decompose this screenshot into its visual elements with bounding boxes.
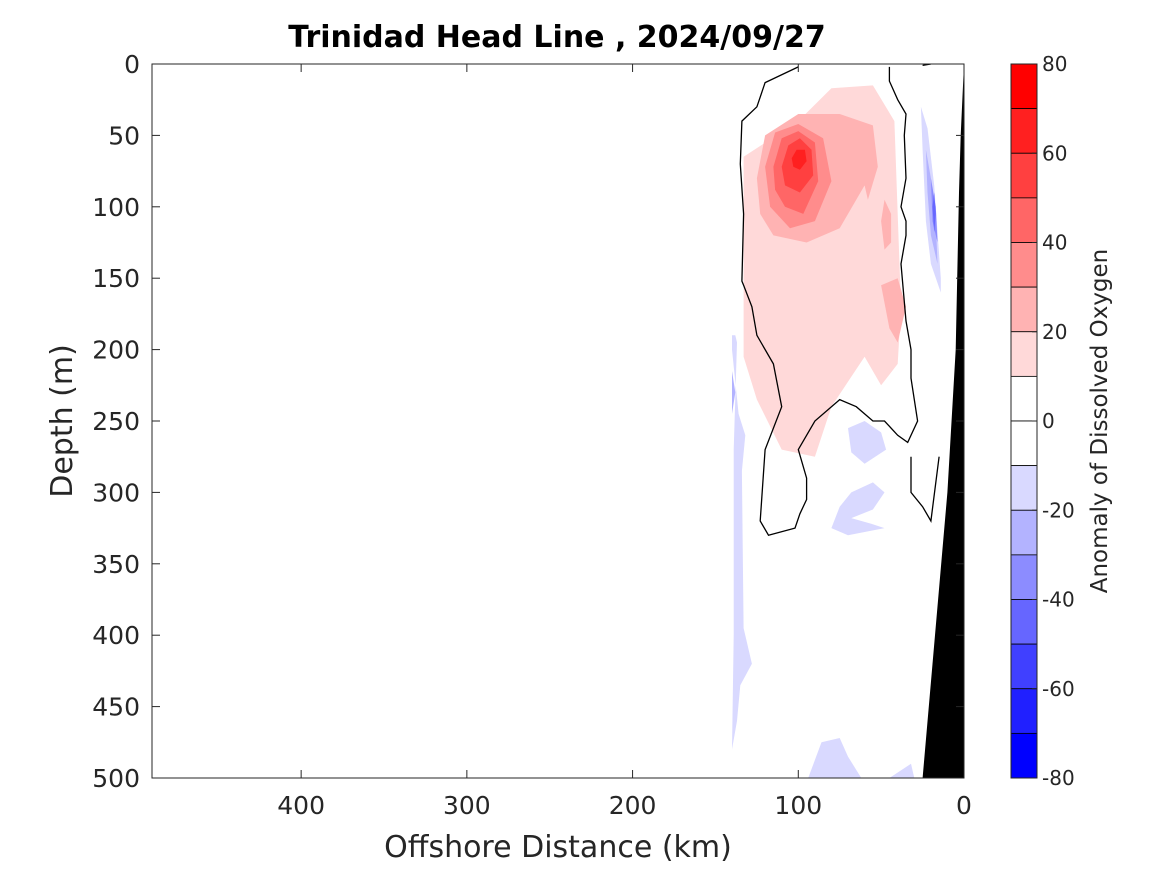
chart-title: Trinidad Head Line , 2024/09/27	[288, 20, 825, 55]
x-tick-label: 200	[609, 791, 657, 820]
y-tick-label: 100	[92, 193, 140, 222]
y-tick-label: 50	[108, 121, 140, 150]
anomaly-region-11	[831, 482, 885, 536]
anomaly-region-12	[808, 738, 862, 778]
x-tick-label: 100	[774, 791, 822, 820]
colorbar-swatch	[1010, 152, 1038, 199]
colorbar-swatch	[1010, 420, 1038, 467]
colorbar-tick-label: 0	[1042, 409, 1055, 433]
y-axis-ticks: 0 50 100 150 200 250 300 350 400 450 500	[92, 50, 964, 793]
y-tick-label: 0	[124, 50, 140, 79]
y-axis-label: Depth (m)	[45, 344, 80, 498]
contour-fills	[732, 85, 941, 778]
colorbar-tick-label: 60	[1042, 141, 1067, 165]
colorbar-swatch	[1010, 643, 1038, 690]
colorbar-swatch	[1010, 331, 1038, 377]
anomaly-region-17	[932, 192, 936, 233]
colorbar-tick-label: -80	[1042, 766, 1075, 790]
colorbar-swatch	[1010, 108, 1038, 154]
y-tick-label: 500	[92, 764, 140, 793]
colorbar-swatch	[1010, 63, 1038, 110]
x-tick-label: 300	[443, 791, 491, 820]
colorbar-swatch	[1010, 688, 1038, 734]
anomaly-region-3	[881, 199, 892, 250]
y-tick-label: 350	[92, 550, 140, 579]
anomaly-region-13	[889, 763, 915, 778]
colorbar-swatch	[1010, 599, 1038, 645]
y-tick-label: 450	[92, 693, 140, 722]
colorbar-tick-label: -20	[1042, 498, 1075, 522]
anomaly-region-15	[925, 149, 938, 264]
colorbar-swatch	[1010, 465, 1038, 511]
y-tick-label: 250	[92, 407, 140, 436]
x-tick-label: 0	[956, 791, 972, 820]
anomaly-region-8	[732, 335, 752, 750]
anomaly-region-10	[848, 421, 887, 464]
x-axis-label: Offshore Distance (km)	[384, 830, 732, 865]
colorbar-tick-label: 80	[1042, 52, 1067, 76]
colorbar-swatch	[1010, 197, 1038, 243]
colorbar-swatch	[1010, 242, 1038, 288]
x-tick-label: 400	[277, 791, 325, 820]
colorbar-swatch	[1010, 375, 1038, 422]
colorbar-swatch	[1010, 732, 1038, 779]
y-tick-label: 400	[92, 621, 140, 650]
zero-contour-line-2	[910, 456, 940, 523]
y-tick-label: 300	[92, 478, 140, 507]
colorbar-swatch	[1010, 554, 1038, 600]
bathymetry-mask	[922, 64, 964, 778]
colorbar: 80 60 40 20 0 -20 -40 -60 -80	[1010, 52, 1075, 790]
anomaly-region-9	[732, 371, 736, 414]
anomaly-region-7	[791, 149, 807, 170]
anomaly-region-2	[881, 278, 906, 343]
colorbar-swatch	[1010, 509, 1038, 556]
colorbar-swatch	[1010, 286, 1038, 333]
y-tick-label: 150	[92, 264, 140, 293]
seafloor-shape	[922, 64, 964, 778]
zero-contour-line-0	[739, 66, 919, 536]
x-axis-ticks: 400 300 200 100 0	[277, 64, 972, 820]
colorbar-tick-label: 40	[1042, 231, 1067, 255]
colorbar-tick-label: -60	[1042, 677, 1075, 701]
colorbar-label: Anomaly of Dissolved Oxygen	[1087, 249, 1113, 594]
y-tick-label: 200	[92, 336, 140, 365]
colorbar-tick-label: -40	[1042, 588, 1075, 612]
colorbar-tick-label: 20	[1042, 320, 1067, 344]
